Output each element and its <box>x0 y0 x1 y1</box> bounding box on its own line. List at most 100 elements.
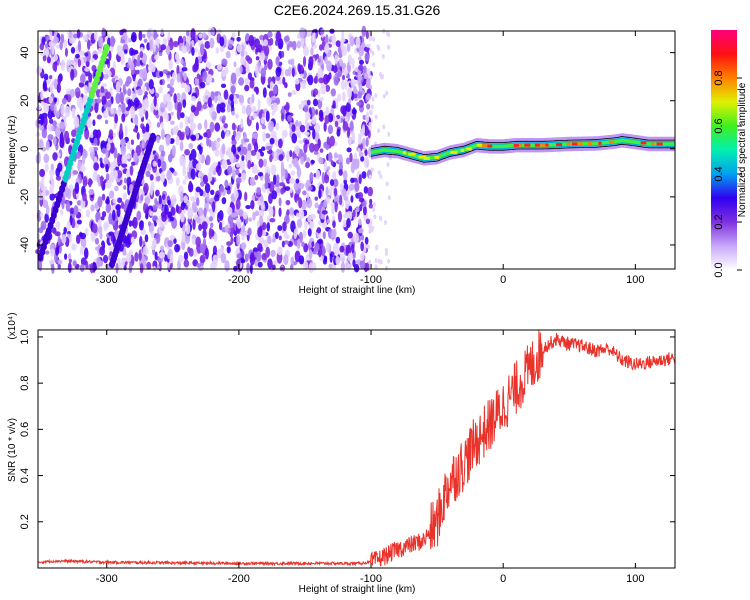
noise-cell <box>346 130 350 138</box>
noise-cell <box>314 242 320 253</box>
noise-cell <box>325 241 330 252</box>
noise-cell <box>236 43 243 53</box>
noise-cell <box>75 53 80 59</box>
noise-cell <box>96 114 102 120</box>
noise-cell <box>327 152 333 162</box>
noise-cell <box>289 150 293 158</box>
noise-cell <box>214 194 220 202</box>
noise-cell <box>134 114 139 126</box>
noise-cell <box>298 103 303 110</box>
noise-cell <box>322 231 326 240</box>
noise-cell <box>144 91 148 96</box>
noise-cell <box>39 168 46 178</box>
noise-cell <box>374 264 378 270</box>
noise-cell <box>181 231 186 243</box>
noise-cell <box>216 64 222 71</box>
noise-cell <box>263 45 270 57</box>
noise-cell <box>210 27 215 37</box>
noise-cell <box>53 136 57 146</box>
noise-cell <box>365 218 371 225</box>
noise-cell <box>286 209 290 216</box>
noise-cell <box>155 189 160 197</box>
noise-cell <box>293 181 300 191</box>
noise-cell <box>260 67 267 78</box>
noise-cell <box>377 128 381 134</box>
noise-cell <box>225 51 231 59</box>
noise-cell <box>202 174 209 185</box>
noise-cell <box>105 91 112 99</box>
noise-cell <box>216 137 221 142</box>
noise-cell <box>376 44 380 50</box>
noise-cell <box>99 232 103 240</box>
noise-cell <box>349 120 354 132</box>
noise-cell <box>234 186 238 196</box>
noise-cell <box>204 247 209 260</box>
snr-x-tick-label: -300 <box>96 573 118 585</box>
noise-cell <box>128 220 133 227</box>
noise-cell <box>39 72 44 77</box>
noise-cell <box>136 132 140 140</box>
noise-cell <box>372 62 376 68</box>
noise-cell <box>234 99 238 105</box>
noise-cell <box>160 150 166 157</box>
noise-cell <box>331 33 336 46</box>
noise-cell <box>182 99 187 108</box>
noise-cell <box>325 84 331 92</box>
noise-cell <box>270 249 276 258</box>
noise-cell <box>120 144 127 156</box>
noise-cell <box>273 151 278 158</box>
spectrogram-y-tick-label: 40 <box>19 47 31 59</box>
snr-x-tick-label: -200 <box>228 573 250 585</box>
noise-cell <box>139 46 144 52</box>
noise-cell <box>358 227 364 234</box>
noise-cell <box>130 112 136 119</box>
noise-cell <box>189 116 194 124</box>
noise-cell <box>120 39 126 44</box>
noise-cell <box>259 215 264 227</box>
noise-cell <box>133 97 140 108</box>
noise-cell <box>190 96 196 102</box>
noise-cell <box>43 103 50 113</box>
noise-cell <box>302 56 307 67</box>
noise-cell <box>256 187 262 195</box>
noise-cell <box>358 198 365 203</box>
noise-cell <box>68 253 72 260</box>
noise-cell <box>371 50 375 56</box>
noise-cell <box>53 104 57 116</box>
noise-cell <box>66 220 71 231</box>
noise-cell <box>296 238 301 250</box>
noise-cell <box>286 150 290 163</box>
noise-cell <box>317 67 324 80</box>
noise-cell <box>269 181 275 193</box>
noise-cell <box>349 35 355 47</box>
noise-cell <box>180 212 185 223</box>
noise-cell <box>350 195 354 203</box>
noise-cell <box>221 143 226 155</box>
noise-cell <box>202 104 208 110</box>
noise-cell <box>226 206 233 216</box>
noise-cell <box>72 170 79 175</box>
noise-cell <box>233 61 237 68</box>
noise-cell <box>202 190 207 198</box>
noise-cell <box>305 111 311 121</box>
noise-cell <box>134 252 139 262</box>
noise-cell <box>123 236 129 244</box>
noise-cell <box>357 136 362 145</box>
noise-cell <box>271 237 276 243</box>
snr-frame <box>37 329 676 569</box>
noise-cell <box>180 191 184 203</box>
noise-cell <box>67 233 71 239</box>
noise-cell <box>272 85 278 95</box>
noise-cell <box>202 229 207 239</box>
noise-cell <box>160 44 167 51</box>
noise-cell <box>264 181 269 190</box>
noise-cell <box>297 63 302 73</box>
noise-cell <box>180 58 184 65</box>
colorbar: 0.0 0.2 0.4 0.6 0.8 Normalized spectral ampl… <box>711 30 748 278</box>
noise-cell <box>266 215 271 224</box>
noise-cell <box>353 80 359 85</box>
noise-cell <box>95 98 102 104</box>
noise-cell <box>325 42 329 54</box>
noise-cell <box>327 124 334 135</box>
spectrogram-y-axis: -40 -20 0 20 40 <box>19 47 675 253</box>
